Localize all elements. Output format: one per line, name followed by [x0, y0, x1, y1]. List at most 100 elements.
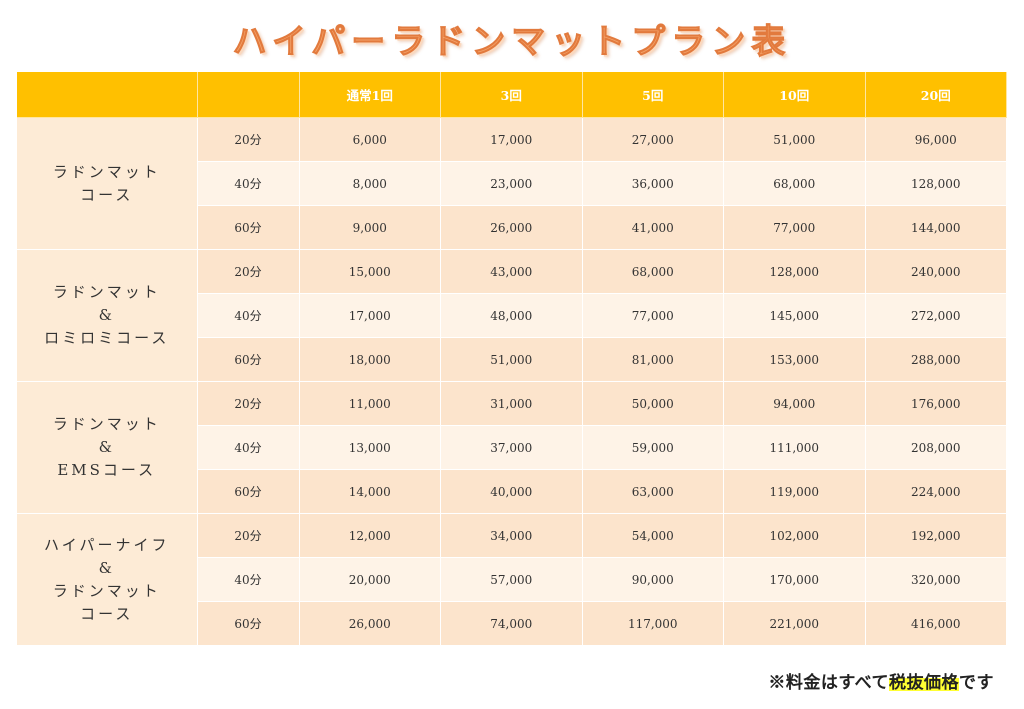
price-cell: 15,000: [299, 249, 441, 294]
duration-cell: 60分: [197, 337, 300, 382]
price-cell: 8,000: [299, 161, 441, 206]
table-row: 40分 20,000 57,000 90,000 170,000 320,000: [17, 557, 1007, 602]
price-cell: 57,000: [440, 557, 583, 602]
table-row: ラドンマット コース 20分 6,000 17,000 27,000 51,000 96,00…: [17, 117, 1007, 250]
price-cell: 192,000: [865, 513, 1007, 558]
price-cell: 81,000: [582, 337, 724, 382]
price-cell: 11,000: [299, 381, 441, 426]
price-cell: 17,000: [299, 293, 441, 338]
header-10-times: 10回: [723, 72, 866, 118]
price-cell: 6,000: [299, 117, 441, 162]
price-cell: 117,000: [582, 601, 724, 646]
table-row: 60分 18,000 51,000 81,000 153,000 288,000: [17, 337, 1007, 382]
price-cell: 51,000: [440, 337, 583, 382]
price-cell: 20,000: [299, 557, 441, 602]
price-cell: 13,000: [299, 425, 441, 470]
price-cell: 18,000: [299, 337, 441, 382]
tax-note-highlight: 税抜価格: [889, 673, 959, 693]
price-cell: 221,000: [723, 601, 866, 646]
price-cell: 12,000: [299, 513, 441, 558]
course-name-line: コース: [80, 604, 134, 623]
duration-cell: 40分: [197, 425, 300, 470]
price-cell: 26,000: [440, 205, 583, 250]
duration-cell: 60分: [197, 205, 300, 250]
price-cell: 240,000: [865, 249, 1007, 294]
table-row: 40分 8,000 23,000 36,000 68,000 128,000: [17, 161, 1007, 206]
table-row: ラドンマット & EMSコース 20分 11,000 31,000 50,000 94,000…: [17, 381, 1007, 514]
price-cell: 74,000: [440, 601, 583, 646]
table-row: 40分 13,000 37,000 59,000 111,000 208,000: [17, 425, 1007, 470]
duration-cell: 40分: [197, 293, 300, 338]
course-name-line: &: [98, 306, 115, 324]
header-20-times: 20回: [865, 72, 1007, 118]
duration-cell: 60分: [197, 469, 300, 514]
course-name-line: ラドンマット: [52, 162, 161, 181]
header-5-times: 5回: [582, 72, 724, 118]
course-name-line: &: [98, 438, 115, 456]
price-table: 通常1回 3回 5回 10回 20回 ラドンマット コース 20分 6,000 17,0…: [17, 72, 1007, 646]
price-cell: 94,000: [723, 381, 866, 426]
course-name: ラドンマット & EMSコース: [17, 381, 198, 514]
price-cell: 27,000: [582, 117, 724, 162]
table-row: 60分 26,000 74,000 117,000 221,000 416,000: [17, 601, 1007, 646]
duration-cell: 20分: [197, 117, 300, 162]
price-cell: 34,000: [440, 513, 583, 558]
header-single: 通常1回: [299, 72, 441, 118]
price-cell: 31,000: [440, 381, 583, 426]
price-cell: 90,000: [582, 557, 724, 602]
course-name: ラドンマット コース: [17, 117, 198, 250]
price-cell: 208,000: [865, 425, 1007, 470]
header-minutes: [197, 72, 300, 118]
price-cell: 17,000: [440, 117, 583, 162]
header-course: [17, 72, 198, 118]
price-cell: 40,000: [440, 469, 583, 514]
duration-cell: 60分: [197, 601, 300, 646]
price-cell: 14,000: [299, 469, 441, 514]
table-header-row: 通常1回 3回 5回 10回 20回: [17, 72, 1007, 118]
price-cell: 224,000: [865, 469, 1007, 514]
price-cell: 170,000: [723, 557, 866, 602]
duration-cell: 20分: [197, 249, 300, 294]
price-cell: 51,000: [723, 117, 866, 162]
price-cell: 54,000: [582, 513, 724, 558]
course-name-line: ラドンマット: [52, 283, 161, 301]
course-name-line: ラドンマット: [52, 581, 161, 600]
price-cell: 153,000: [723, 337, 866, 382]
price-cell: 111,000: [723, 425, 866, 470]
price-cell: 77,000: [582, 293, 724, 338]
header-3-times: 3回: [440, 72, 583, 118]
price-cell: 59,000: [582, 425, 724, 470]
price-cell: 102,000: [723, 513, 866, 558]
tax-note-suffix: です: [959, 673, 994, 693]
price-cell: 144,000: [865, 205, 1007, 250]
duration-cell: 40分: [197, 161, 300, 206]
course-name-line: EMSコース: [57, 461, 157, 479]
duration-cell: 40分: [197, 557, 300, 602]
course-name-line: ロミロミコース: [44, 329, 170, 347]
price-cell: 36,000: [582, 161, 724, 206]
price-cell: 43,000: [440, 249, 583, 294]
price-cell: 23,000: [440, 161, 583, 206]
course-name-line: ハイパーナイフ: [44, 535, 170, 554]
price-cell: 48,000: [440, 293, 583, 338]
price-cell: 68,000: [723, 161, 866, 206]
price-cell: 128,000: [723, 249, 866, 294]
table-row: 60分 9,000 26,000 41,000 77,000 144,000: [17, 205, 1007, 250]
price-cell: 77,000: [723, 205, 866, 250]
price-cell: 63,000: [582, 469, 724, 514]
tax-note-prefix: ※料金はすべて: [768, 673, 889, 693]
course-name-line: ラドンマット: [52, 415, 161, 433]
course-name: ハイパーナイフ & ラドンマット コース: [17, 513, 198, 646]
price-cell: 41,000: [582, 205, 724, 250]
price-cell: 50,000: [582, 381, 724, 426]
table-row: ラドンマット & ロミロミコース 20分 15,000 43,000 68,000 128,0…: [17, 249, 1007, 382]
course-name-line: コース: [80, 185, 134, 204]
price-cell: 176,000: [865, 381, 1007, 426]
price-cell: 145,000: [723, 293, 866, 338]
table-row: 60分 14,000 40,000 63,000 119,000 224,000: [17, 469, 1007, 514]
price-table-body: ラドンマット コース 20分 6,000 17,000 27,000 51,000 96,00…: [17, 117, 1007, 646]
tax-note: ※料金はすべて税抜価格です: [768, 668, 994, 693]
table-row: 40分 17,000 48,000 77,000 145,000 272,000: [17, 293, 1007, 338]
price-cell: 288,000: [865, 337, 1007, 382]
